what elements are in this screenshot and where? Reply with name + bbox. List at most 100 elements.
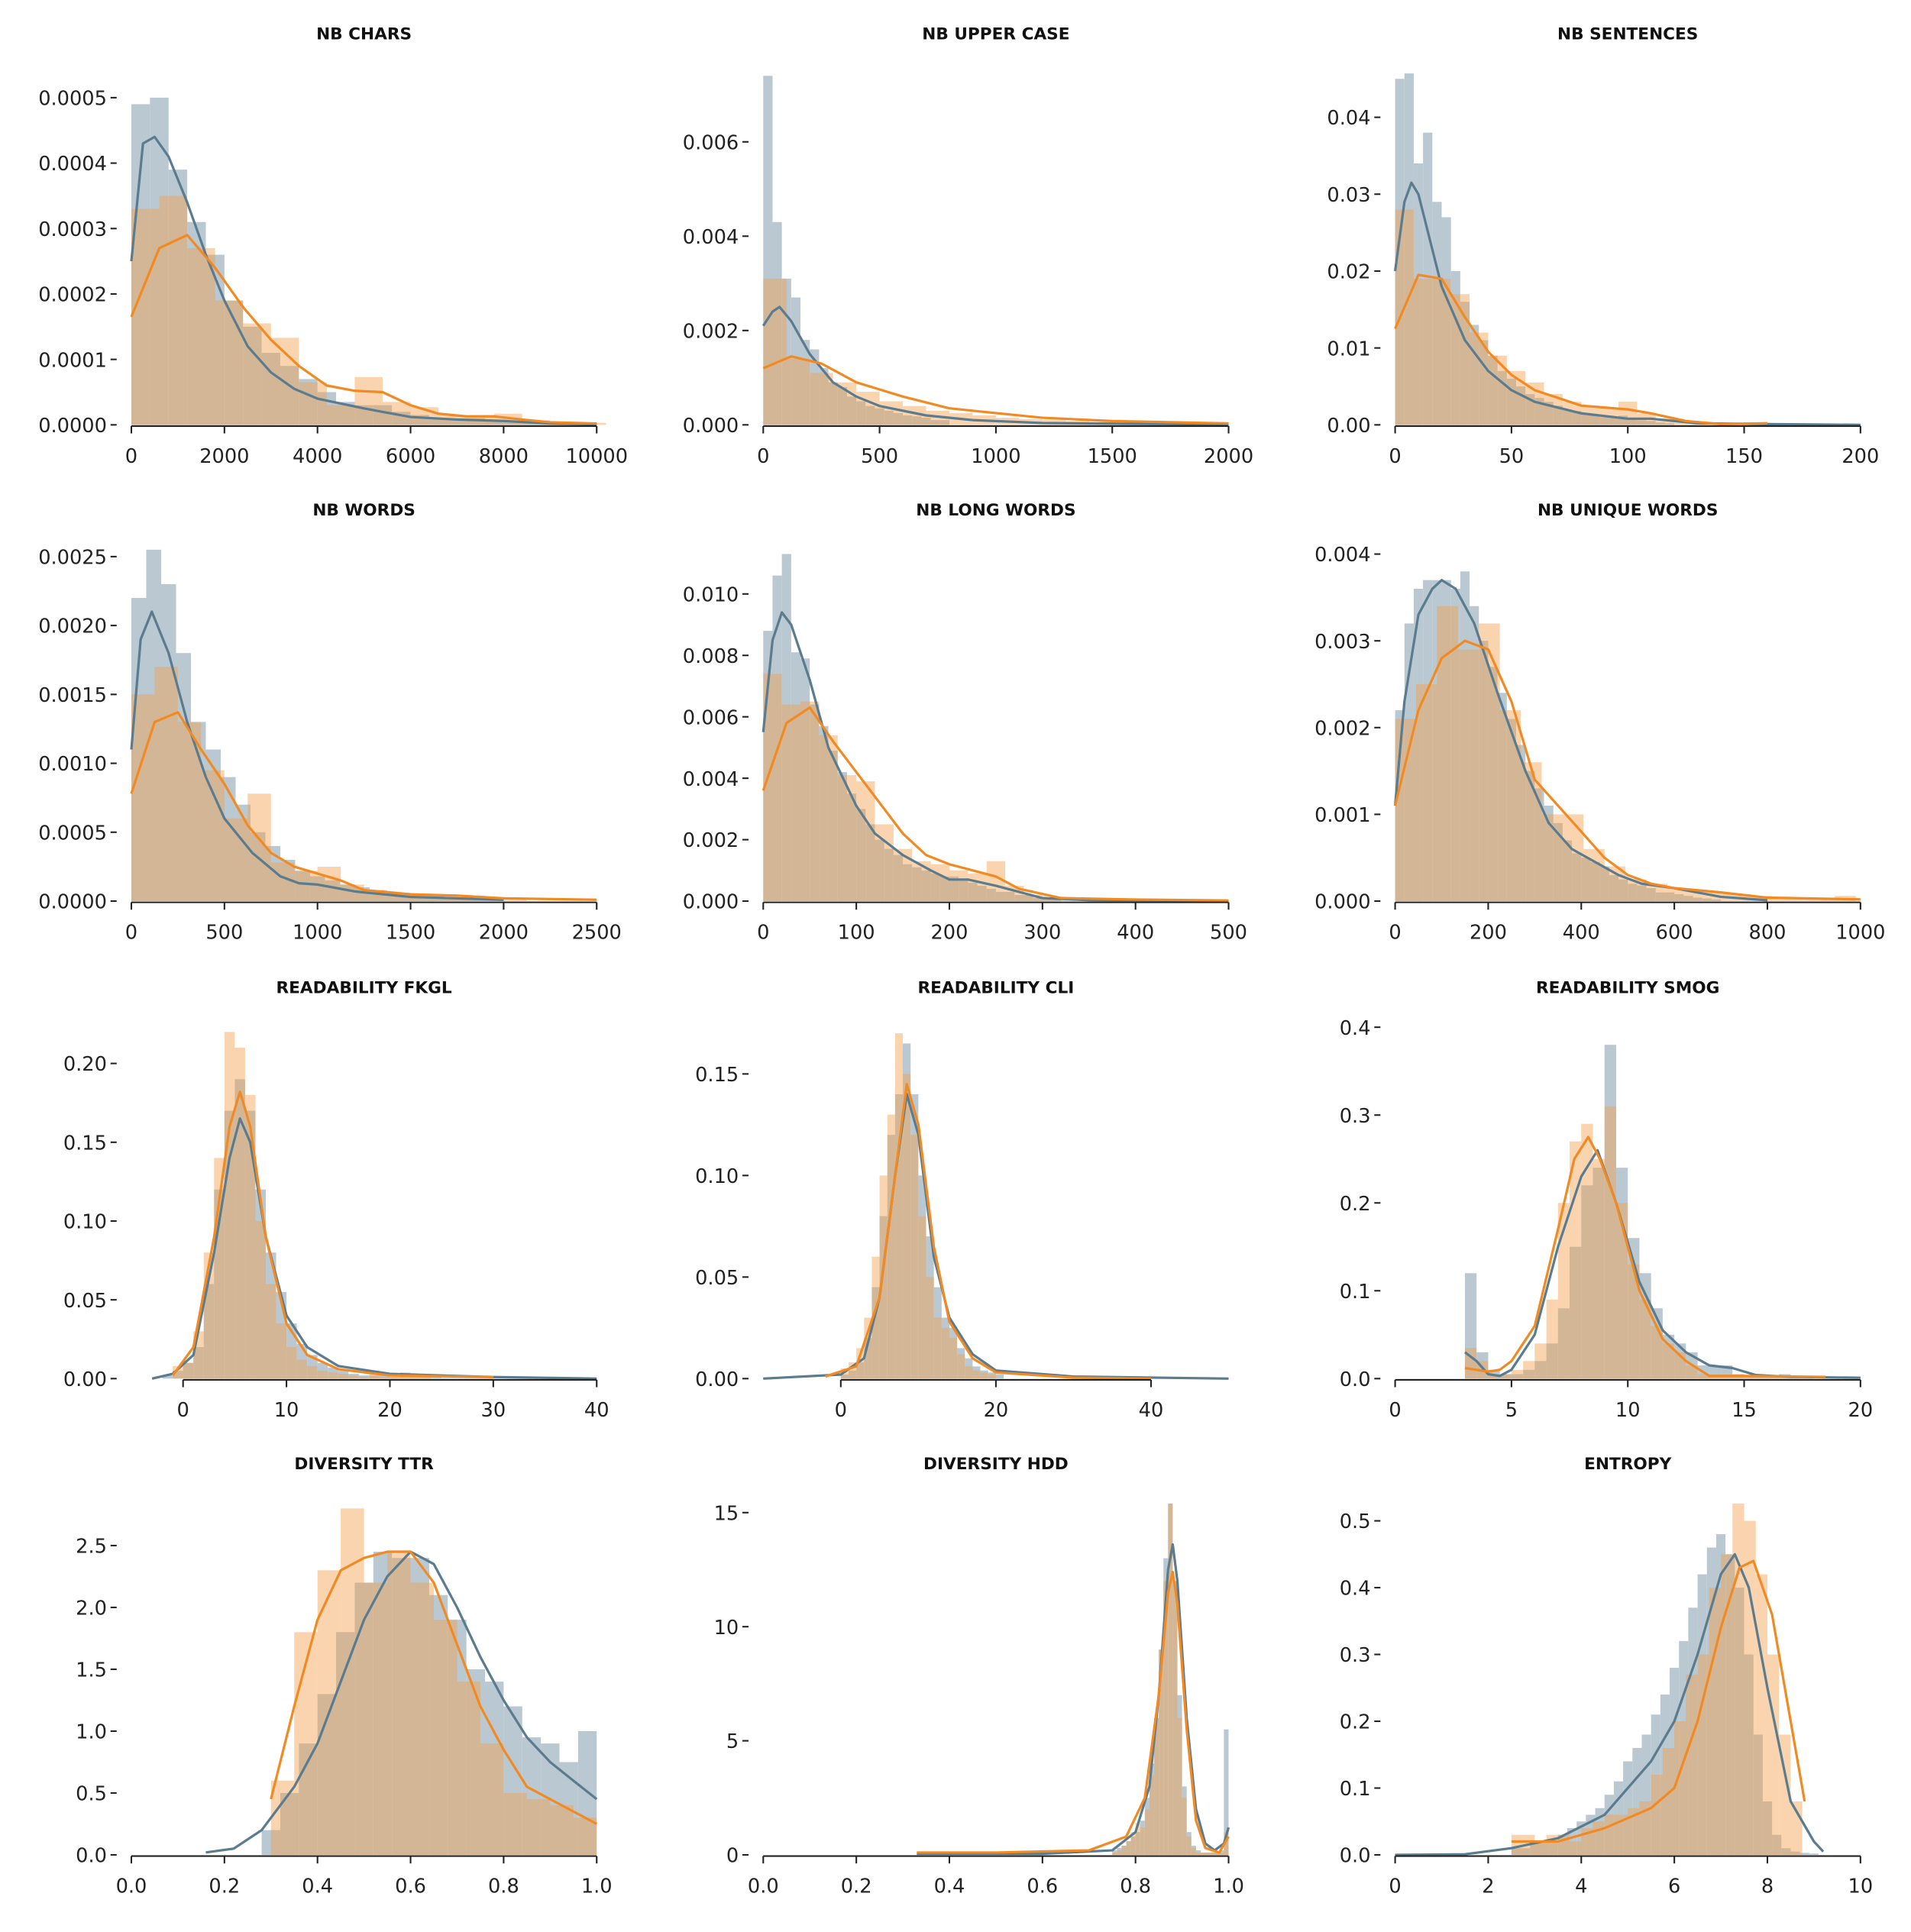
hist-bar (893, 848, 913, 902)
hist-bar (410, 1377, 422, 1379)
y-tick-label: 1.0 (76, 1721, 107, 1744)
hist-bar (1135, 1823, 1140, 1855)
hist-bar (1599, 417, 1609, 425)
hist-bar (1195, 1853, 1201, 1855)
hist-bar (255, 1189, 266, 1379)
hist-bar (1544, 806, 1554, 902)
hist-bar (358, 1375, 370, 1379)
x-tick-label: 4 (1575, 1875, 1587, 1898)
hist-bar (255, 1220, 266, 1379)
x-tick-label: 10000 (565, 445, 628, 468)
hist-bar (980, 1370, 988, 1379)
y-tick-label: 2.0 (76, 1598, 107, 1620)
x-axis: 0 100 200 300 400 500 (757, 901, 1247, 945)
hist-bar (265, 1252, 276, 1379)
hist-bar (1799, 1853, 1809, 1855)
y-axis: 0.00 0.05 0.10 0.15 (695, 1064, 749, 1391)
hist-bar (1144, 1798, 1150, 1855)
hist-bar (819, 725, 829, 902)
hist-bar (317, 1362, 328, 1379)
hist-bar (1534, 1361, 1547, 1379)
hist-bar (131, 208, 160, 425)
hist-bar (503, 900, 527, 902)
x-tick-label: 0 (835, 1399, 847, 1422)
hist-bar (856, 401, 866, 425)
subplot-diversity-hdd: DIVERSITY HDD 0.0 0.2 0.4 0.6 0.8 1.0 0 5 10 15 (714, 1455, 1244, 1898)
subplot-title: NB SENTENCES (1557, 24, 1698, 44)
subplot-nb-words: NB WORDS 0 500 1000 1500 2000 2500 0.0000 0.0005… (38, 501, 622, 945)
y-axis: 0.0 0.1 0.2 0.3 0.4 0.5 (1340, 1510, 1381, 1868)
hist-bar (1618, 879, 1628, 902)
histogram-series-b (1464, 1106, 1826, 1379)
y-tick-label: 0 (726, 1845, 739, 1868)
x-tick-label: 200 (931, 922, 968, 945)
hist-bar (1413, 589, 1424, 902)
hist-bar (299, 379, 318, 425)
y-tick-label: 0.4 (1340, 1578, 1371, 1601)
hist-bar (1592, 1168, 1605, 1379)
y-tick-label: 0.05 (63, 1290, 107, 1313)
subplot-title: NB UNIQUE WORDS (1538, 501, 1718, 520)
hist-bar (930, 420, 940, 425)
hist-bar (1135, 1832, 1140, 1855)
hist-bar (503, 1792, 527, 1855)
hist-bar (1599, 866, 1609, 902)
y-tick-label: 0.004 (1314, 544, 1370, 567)
hist-bar (977, 885, 987, 902)
histogram-series-b (1395, 606, 1856, 902)
hist-bar (286, 1347, 297, 1379)
hist-bar (1697, 1374, 1709, 1379)
kde-line-series-b (917, 1570, 1230, 1854)
y-axis: 0 5 10 15 (714, 1502, 749, 1868)
hist-bar (848, 1362, 857, 1379)
hist-bar (786, 358, 810, 425)
hist-bar (1499, 1374, 1512, 1379)
hist-bar (1604, 1045, 1616, 1379)
hist-bar (1755, 1574, 1767, 1855)
hist-bar (1219, 1850, 1224, 1855)
kde-line-series-b (762, 355, 1229, 425)
hist-bar (965, 1366, 973, 1379)
hist-bar (1450, 589, 1460, 902)
hist-bar (941, 1317, 949, 1379)
hist-bar (1023, 894, 1043, 902)
kde-line-series-b (1464, 1136, 1826, 1378)
hist-bar (214, 1158, 225, 1379)
hist-bar (1615, 1814, 1628, 1855)
hist-bar (828, 750, 838, 902)
hist-bar (299, 382, 327, 425)
hist-bar (810, 704, 820, 902)
hist-bar (1744, 1375, 1756, 1379)
hist-bar (912, 861, 931, 902)
y-tick-label: 0.00 (1327, 415, 1370, 438)
hist-bar (910, 1135, 919, 1379)
y-axis: 0.00 0.01 0.02 0.03 0.04 (1327, 107, 1381, 438)
hist-bar (1534, 1343, 1547, 1379)
hist-bar (763, 278, 787, 425)
hist-bar (856, 1362, 865, 1379)
x-tick-label: 200 (1841, 445, 1879, 468)
hist-bar (1546, 1299, 1558, 1379)
y-tick-label: 0.20 (63, 1053, 107, 1076)
hist-bar (224, 1032, 235, 1379)
hist-bar (957, 1348, 965, 1379)
hist-bar (341, 1508, 364, 1855)
y-tick-label: 0.002 (683, 829, 739, 852)
y-tick-label: 0.10 (63, 1211, 107, 1234)
hist-bar (280, 366, 299, 425)
hist-bar (307, 1365, 318, 1379)
hist-bar (837, 386, 847, 425)
hist-bar (781, 278, 791, 425)
hist-bar (280, 1792, 299, 1855)
kde-line-series-a (130, 135, 597, 426)
subplot-title: NB UPPER CASE (922, 24, 1069, 44)
hist-bar (1725, 1554, 1735, 1855)
x-tick-label: 150 (1725, 445, 1763, 468)
y-tick-label: 1.5 (76, 1659, 107, 1682)
histogram-series-a (1511, 1534, 1819, 1855)
y-axis: 0.000 0.002 0.004 0.006 (683, 131, 749, 438)
hist-bar (1121, 1846, 1127, 1855)
y-tick-label: 5 (726, 1730, 739, 1753)
